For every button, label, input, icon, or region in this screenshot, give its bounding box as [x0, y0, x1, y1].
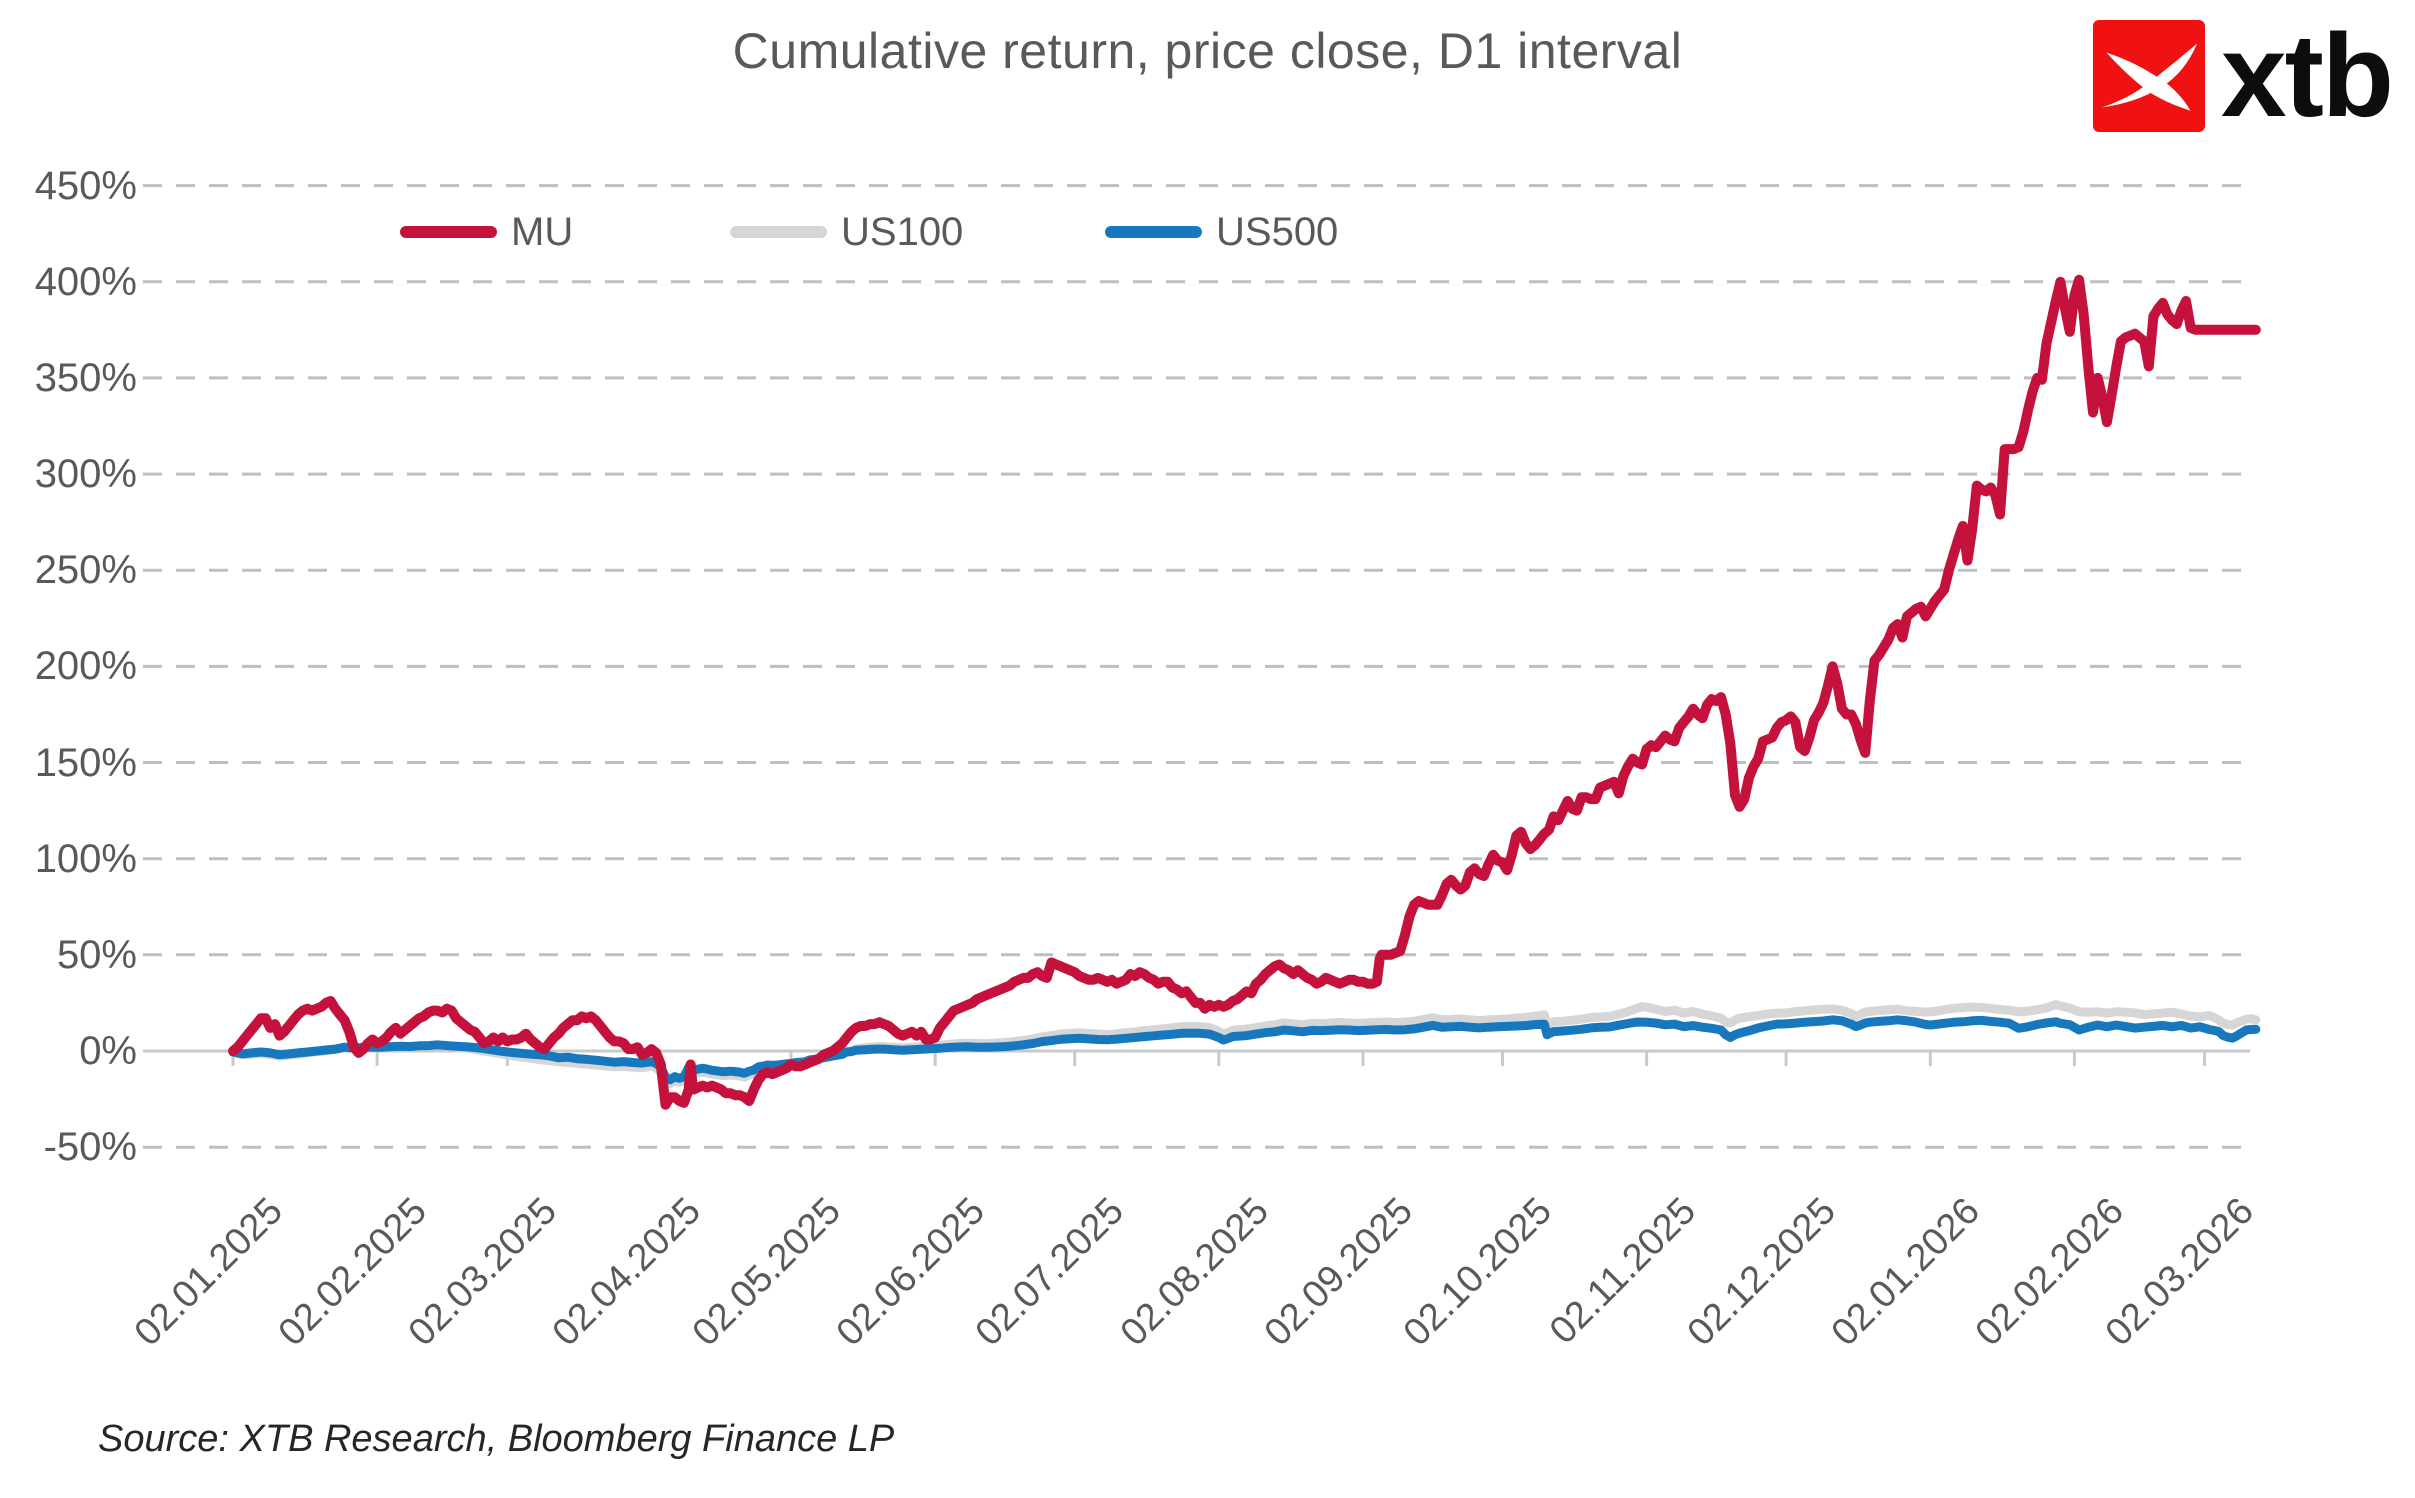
y-tick-label: 450% — [34, 163, 137, 208]
legend-label-us100: US100 — [841, 209, 964, 254]
y-tick-label: 150% — [34, 740, 137, 785]
y-tick-label: 200% — [34, 644, 137, 689]
y-tick-label: 300% — [34, 452, 137, 497]
legend-swatch-us100 — [730, 226, 827, 238]
legend-item-us100: US100 — [730, 210, 963, 254]
legend-swatch-mu — [400, 226, 497, 238]
legend-label-us500: US500 — [1216, 209, 1339, 254]
xtb-logo: xtb — [2093, 10, 2394, 142]
y-tick-label: -50% — [43, 1125, 137, 1170]
xtb-logo-icon — [2093, 20, 2205, 132]
legend-swatch-us500 — [1105, 226, 1202, 238]
legend-label-mu: MU — [511, 209, 574, 254]
y-tick-label: 50% — [56, 932, 137, 977]
chart-title: Cumulative return, price close, D1 inter… — [732, 23, 1683, 79]
y-tick-label: 350% — [34, 355, 137, 400]
y-tick-label: 100% — [34, 836, 137, 881]
xtb-logo-text: xtb — [2221, 10, 2394, 142]
legend-item-us500: US500 — [1105, 210, 1338, 254]
y-tick-label: 400% — [34, 259, 137, 304]
y-tick-label: 250% — [34, 548, 137, 593]
xtb-bird-icon — [2101, 43, 2198, 111]
y-tick-label: 0% — [79, 1029, 137, 1073]
legend-item-mu: MU — [400, 210, 573, 254]
source-note: Source: XTB Research, Bloomberg Finance … — [98, 1418, 895, 1460]
